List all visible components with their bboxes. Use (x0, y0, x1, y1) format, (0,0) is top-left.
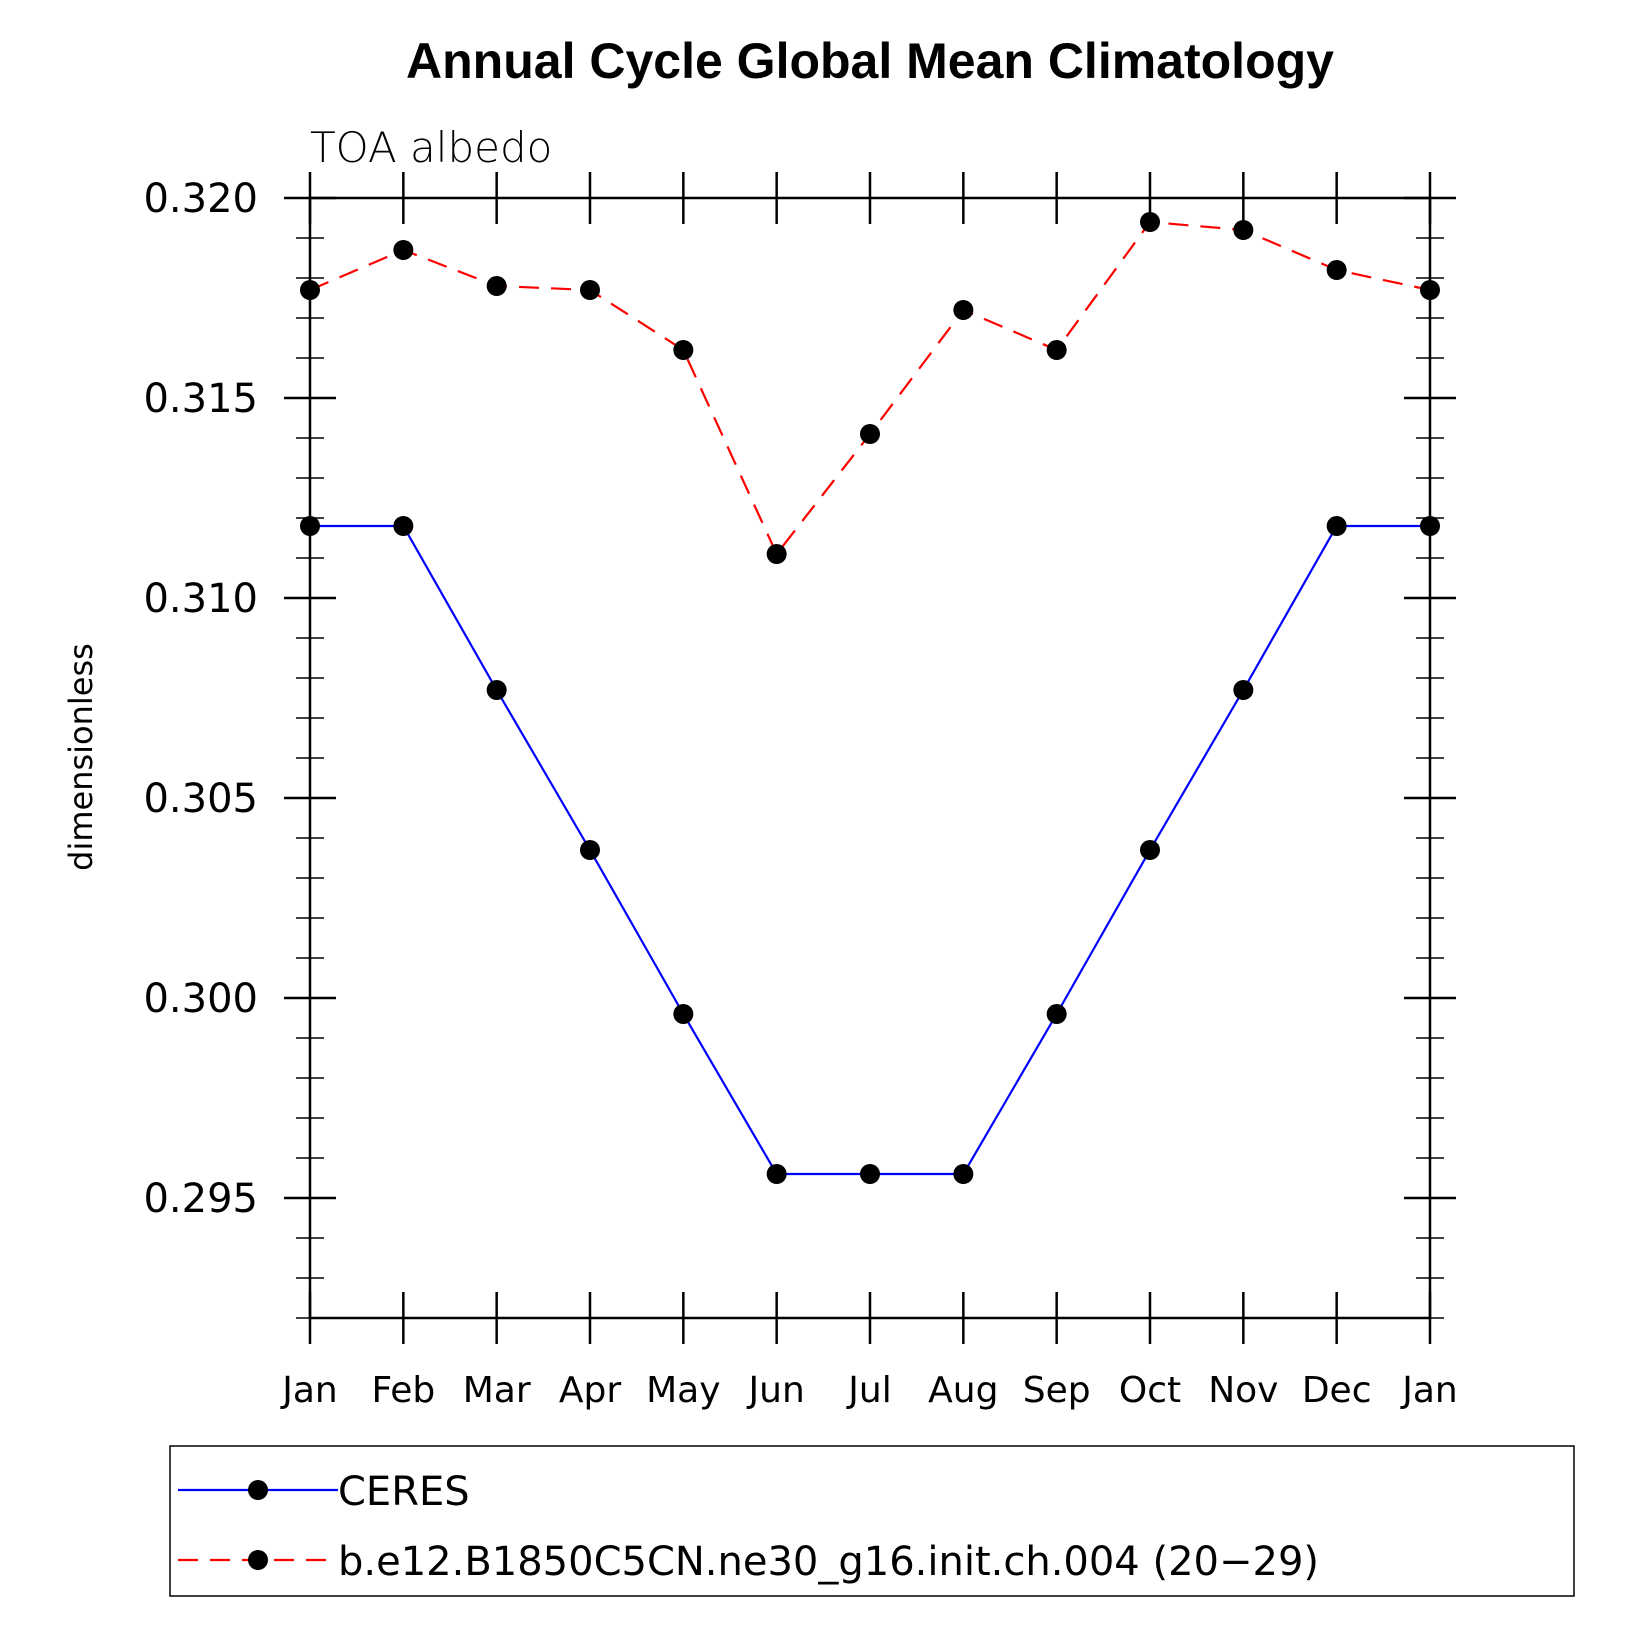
x-tick-label: Jan (280, 1370, 338, 1411)
series-line-2 (309, 220, 1431, 557)
y-tick-label: 0.315 (143, 376, 258, 422)
chart-title: Annual Cycle Global Mean Climatology (406, 33, 1334, 89)
series-2-point (860, 424, 880, 444)
legend-box (169, 1445, 1575, 1597)
axes: 0.295 0.300 0.305 0.310 0.315 0.320 Jan Feb Mar A… (143, 172, 1458, 1411)
plot-frame (308, 196, 1432, 1320)
legend-label-1: CERES (338, 1469, 470, 1515)
x-tick-label: Jun (747, 1370, 805, 1411)
y-tick-label: 0.305 (143, 776, 258, 822)
series-1-point (1233, 680, 1254, 700)
legend: CERES b.e12.B1850C5CN.ne30_g16.init.ch.00… (178, 1469, 1319, 1585)
chart-subtitle: TOA albedo (310, 123, 552, 172)
x-tick-label: Jul (846, 1370, 891, 1411)
series-1-point (673, 1004, 694, 1024)
series-2-point (486, 276, 507, 296)
series-2-point (580, 280, 600, 300)
series-1-point (300, 516, 320, 536)
series-1-point (1140, 840, 1160, 860)
series-line-1 (310, 524, 1430, 1176)
x-tick-label: Jan (1400, 1370, 1458, 1411)
series-group (300, 212, 1440, 1184)
legend-marker-1 (248, 1480, 268, 1500)
series-1-point (486, 680, 507, 700)
x-tick-label: Apr (559, 1370, 621, 1411)
series-1-point (1420, 516, 1440, 536)
x-tick-label: Aug (928, 1370, 998, 1411)
series-2-point (1420, 280, 1440, 300)
series-2-point (1140, 212, 1160, 232)
y-tick-label: 0.320 (143, 176, 258, 222)
series-2-point (1233, 220, 1254, 240)
x-tick-label: Nov (1208, 1370, 1278, 1411)
x-tick-label: Dec (1302, 1370, 1372, 1411)
series-1-point (580, 840, 600, 860)
y-tick-label: 0.310 (143, 576, 258, 622)
legend-marker-2 (248, 1550, 268, 1570)
series-1-point (1046, 1004, 1067, 1024)
series-2-point (393, 240, 414, 260)
series-2-point (953, 300, 974, 320)
y-tick-label: 0.300 (143, 976, 258, 1022)
x-tick-label: Mar (463, 1370, 531, 1411)
x-tick-label: Oct (1119, 1370, 1181, 1411)
x-tick-label: May (646, 1370, 720, 1411)
series-1-point (393, 516, 414, 536)
series-2-point (300, 280, 320, 300)
series-2-point (1046, 340, 1067, 360)
x-tick-label: Feb (371, 1370, 435, 1411)
series-1-point (1326, 516, 1347, 536)
series-1-point (953, 1164, 974, 1184)
series-1-point (766, 1164, 787, 1184)
series-1-point (860, 1164, 880, 1184)
y-axis-label: dimensionless (62, 643, 100, 871)
series-2-point (1326, 260, 1347, 280)
x-tick-label: Sep (1023, 1370, 1091, 1411)
series-2-point (673, 340, 694, 360)
series-2-point (766, 544, 787, 564)
legend-label-2: b.e12.B1850C5CN.ne30_g16.init.ch.004 (20… (338, 1539, 1319, 1585)
y-tick-label: 0.295 (143, 1176, 258, 1222)
